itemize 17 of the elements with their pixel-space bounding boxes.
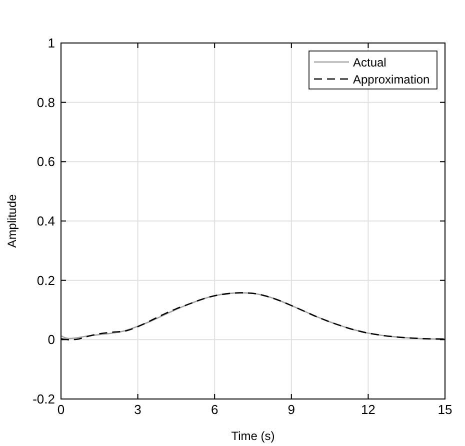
x-axis-title: Time (s) <box>231 429 275 443</box>
y-tick-label: 0.4 <box>36 214 55 228</box>
y-tick-label: 0 <box>48 332 55 348</box>
y-tick-label: -0.2 <box>32 392 55 406</box>
y-tick-label: 0.2 <box>36 272 55 288</box>
x-tick-label: 15 <box>438 402 452 417</box>
x-tick-label: 0 <box>57 402 65 417</box>
x-tick-label: 6 <box>210 402 218 417</box>
legend-label: Actual <box>353 56 386 70</box>
y-tick-label: 0.8 <box>36 94 55 110</box>
y-tick-label: 0.6 <box>36 154 55 170</box>
x-tick-label: 3 <box>134 402 142 417</box>
y-tick-label: 1 <box>48 36 55 50</box>
x-tick-label: 12 <box>360 402 376 417</box>
y-axis-title: Amplitude <box>5 194 19 248</box>
x-tick-label: 9 <box>288 402 296 417</box>
legend-label: Approximation <box>353 72 430 86</box>
